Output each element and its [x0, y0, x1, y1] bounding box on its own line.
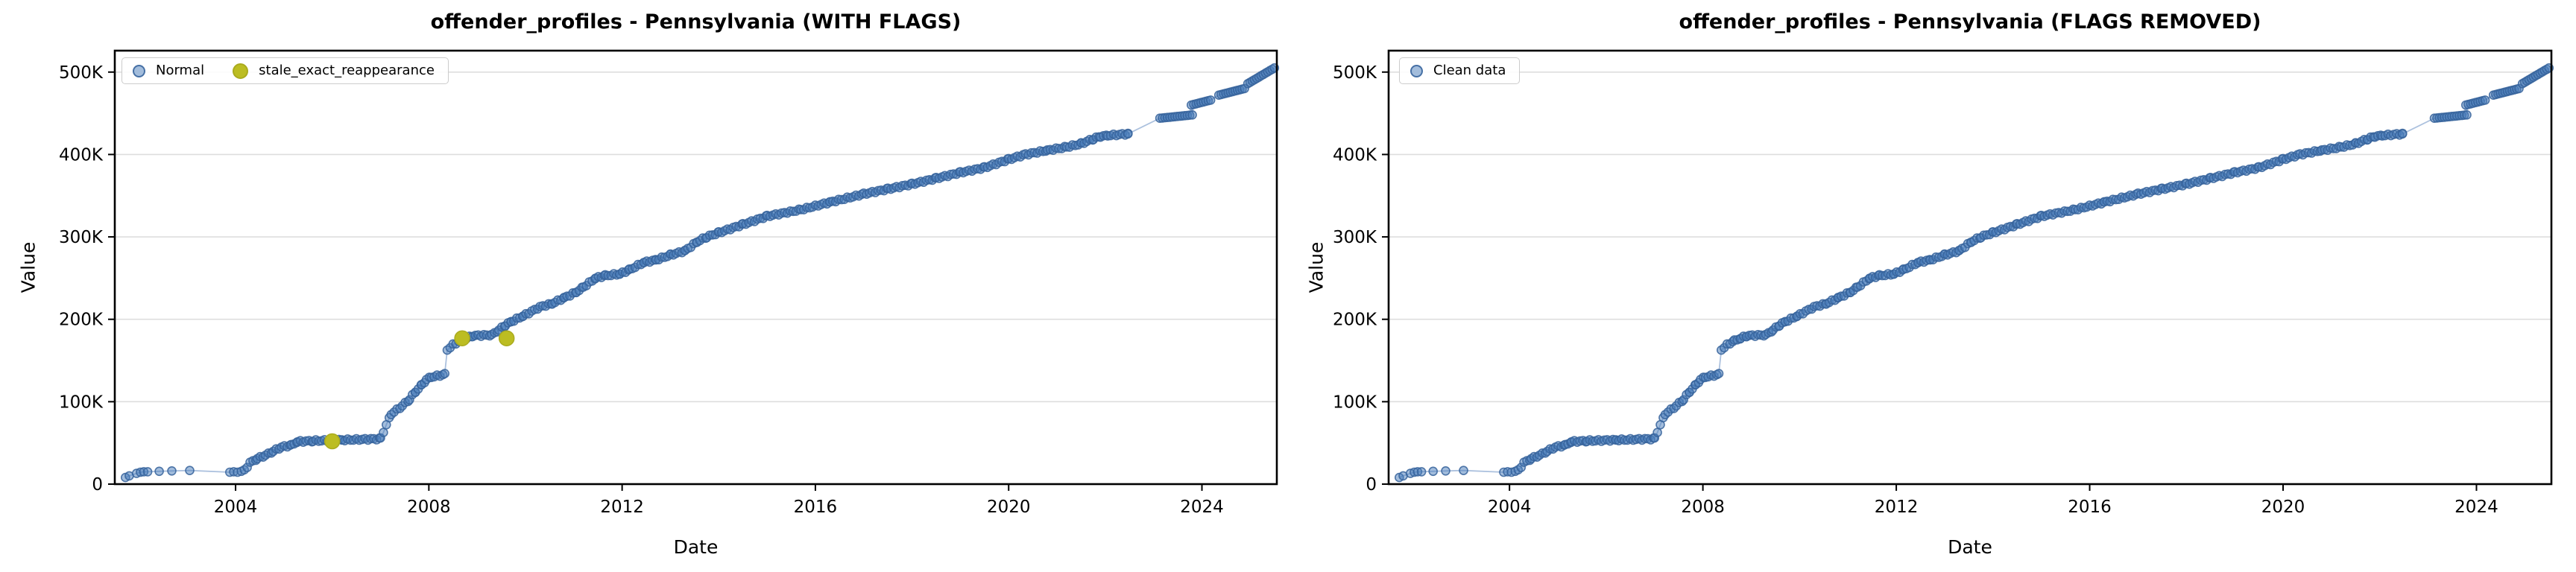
- x-axis-label-right: Date: [1948, 536, 1992, 558]
- svg-text:2020: 2020: [2261, 498, 2305, 517]
- svg-text:2020: 2020: [987, 498, 1031, 517]
- svg-text:0: 0: [1366, 475, 1377, 495]
- legend-flags-removed: Clean data: [1399, 57, 1521, 84]
- svg-text:300K: 300K: [59, 228, 104, 247]
- svg-text:400K: 400K: [59, 145, 104, 165]
- svg-text:200K: 200K: [1333, 311, 1377, 330]
- svg-text:2004: 2004: [1488, 498, 1532, 517]
- svg-text:2016: 2016: [794, 498, 838, 517]
- svg-text:300K: 300K: [1333, 228, 1377, 247]
- svg-text:2004: 2004: [214, 498, 258, 517]
- legend-label-stale-exact-reappearance: stale_exact_reappearance: [259, 63, 435, 78]
- svg-text:500K: 500K: [59, 63, 104, 83]
- y-axis-label-left: Value: [17, 241, 40, 293]
- svg-text:2008: 2008: [407, 498, 451, 517]
- svg-text:500K: 500K: [1333, 63, 1377, 83]
- legend-item-stale-exact-reappearance: stale_exact_reappearance: [233, 62, 435, 80]
- x-axis-label-left: Date: [673, 536, 719, 558]
- svg-text:200K: 200K: [59, 311, 104, 330]
- subplot-flags-removed: 2004 2008 2012 2016 2020 2024 0 100K 200K 300K 400…: [1288, 0, 2576, 572]
- legend-label-normal: Normal: [156, 63, 205, 78]
- normal-point-icon: [133, 64, 145, 77]
- svg-text:2024: 2024: [1180, 498, 1224, 517]
- svg-text:2012: 2012: [600, 498, 644, 517]
- svg-text:2016: 2016: [2068, 498, 2112, 517]
- svg-text:400K: 400K: [1333, 145, 1377, 165]
- clean-data-point-icon: [1410, 64, 1423, 77]
- svg-text:100K: 100K: [59, 393, 104, 412]
- y-axis-label-right: Value: [1305, 241, 1328, 293]
- chart-title-flags-removed: offender_profiles - Pennsylvania (FLAGS …: [1679, 10, 2261, 34]
- svg-text:0: 0: [92, 475, 103, 495]
- svg-text:2024: 2024: [2455, 498, 2498, 517]
- legend-item-clean-data: Clean data: [1410, 62, 1506, 80]
- svg-text:100K: 100K: [1333, 393, 1377, 412]
- svg-text:2008: 2008: [1681, 498, 1725, 517]
- svg-text:2012: 2012: [1875, 498, 1919, 517]
- legend-with-flags: Normal stale_exact_reappearance: [121, 57, 449, 84]
- plot-canvas-with-flags: 2004 2008 2012 2016 2020 2024 0 100K 200K 300K 400…: [59, 49, 1280, 517]
- subplot-with-flags: 2004 2008 2012 2016 2020 2024 0 100K 200K 300K 400…: [17, 10, 1280, 558]
- flagged-point-icon: [233, 63, 249, 79]
- legend-item-normal: Normal: [133, 62, 204, 80]
- plot-canvas-flags-removed: 2004 2008 2012 2016 2020 2024 0 100K 200K 300K 400…: [1333, 49, 2554, 517]
- legend-label-clean-data: Clean data: [1433, 63, 1506, 78]
- chart-title-with-flags: offender_profiles - Pennsylvania (WITH F…: [430, 10, 962, 34]
